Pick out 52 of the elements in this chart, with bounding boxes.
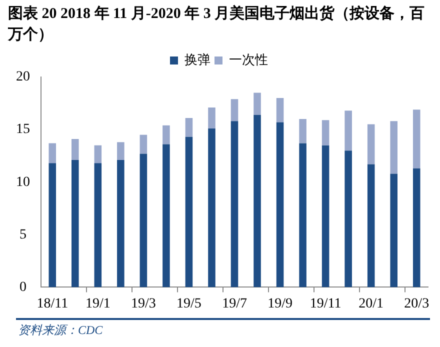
x-tick-label: 18/11 xyxy=(36,296,68,312)
bar xyxy=(94,145,102,164)
bar xyxy=(208,107,216,128)
y-tick-label: 10 xyxy=(16,174,30,190)
bar xyxy=(322,120,330,146)
legend-label: 换弹 xyxy=(184,52,210,67)
bar xyxy=(48,143,56,164)
bar xyxy=(140,134,148,154)
bar xyxy=(299,143,306,288)
bar xyxy=(390,174,398,288)
bar xyxy=(299,119,306,144)
bar xyxy=(94,163,102,288)
bar xyxy=(185,136,193,288)
chart-title: 图表 20 2018 年 11 月-2020 年 3 月美国电子烟出货（按设备，百万个） xyxy=(8,4,426,45)
x-tick-label: 19/7 xyxy=(222,296,247,312)
bar xyxy=(208,128,216,288)
x-tick-label: 19/1 xyxy=(85,296,110,312)
bar xyxy=(367,124,375,164)
x-tick-label: 20/3 xyxy=(404,296,430,312)
bar xyxy=(276,98,284,122)
bar xyxy=(72,160,79,288)
bar xyxy=(117,142,124,160)
bar xyxy=(254,114,261,288)
x-tick-label: 19/5 xyxy=(176,296,202,312)
bar xyxy=(140,154,148,288)
x-tick-label: 19/11 xyxy=(310,296,342,312)
bar xyxy=(344,110,352,151)
y-tick-label: 20 xyxy=(16,70,30,85)
bar xyxy=(185,118,193,137)
bar xyxy=(412,110,420,168)
bar xyxy=(412,168,420,288)
x-tick-label: 20/1 xyxy=(358,296,384,312)
bar xyxy=(276,122,284,288)
bar xyxy=(72,139,79,160)
bar xyxy=(48,163,56,288)
bar xyxy=(117,160,124,288)
y-tick-label: 5 xyxy=(20,227,26,242)
bar xyxy=(390,121,398,174)
bar xyxy=(344,150,352,288)
legend-label: 一次性 xyxy=(229,52,268,67)
text: 资料来源：CDC xyxy=(18,322,103,339)
x-tick-label: 19/9 xyxy=(268,296,292,312)
bar xyxy=(367,164,375,288)
x-tick-label: 19/3 xyxy=(130,296,156,312)
y-tick-label: 0 xyxy=(20,280,26,295)
bar xyxy=(230,99,238,122)
bar xyxy=(162,125,170,144)
bar xyxy=(162,144,170,288)
bar xyxy=(322,145,330,288)
bar xyxy=(254,92,261,115)
y-tick-label: 15 xyxy=(16,122,30,138)
bar xyxy=(230,121,238,288)
